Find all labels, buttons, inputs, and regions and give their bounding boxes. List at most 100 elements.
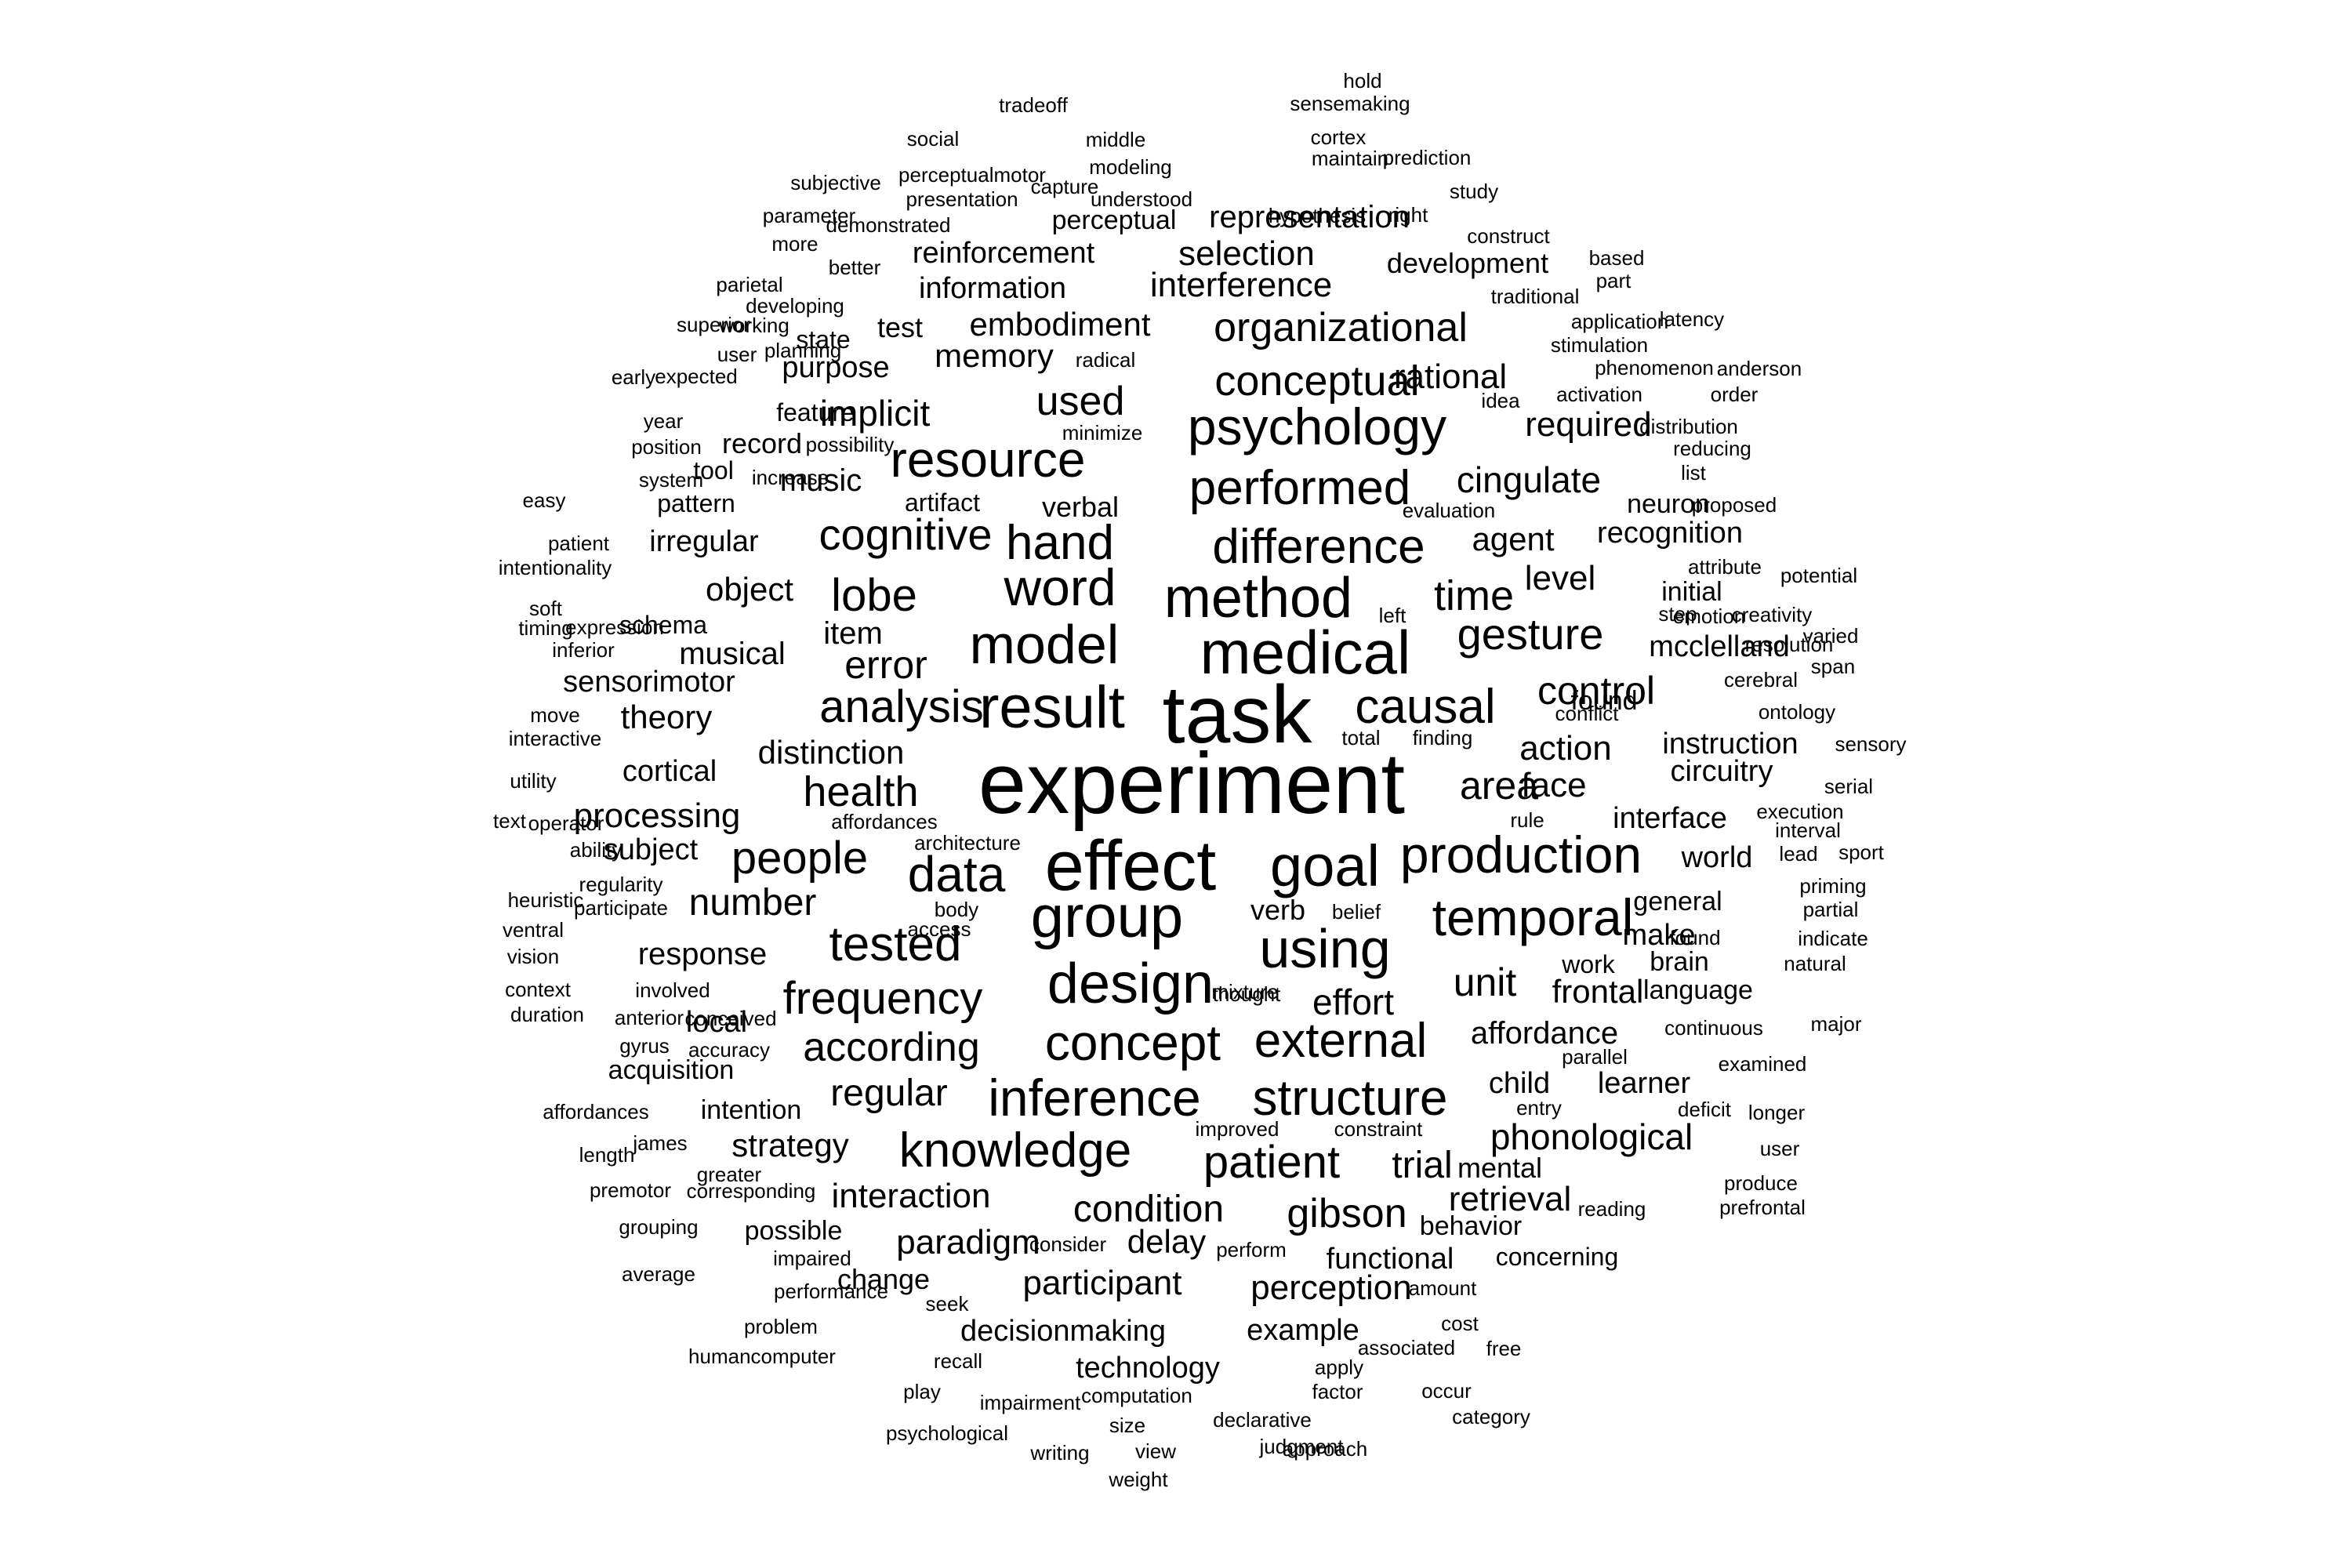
cloud-word: factor: [1312, 1380, 1363, 1403]
cloud-word: declarative: [1213, 1408, 1312, 1432]
cloud-word: implicit: [819, 393, 931, 434]
cloud-word: application: [1570, 310, 1669, 333]
cloud-word: psychology: [1187, 397, 1447, 456]
cloud-word: greater: [696, 1163, 762, 1186]
cloud-word: conceptual: [1214, 358, 1420, 405]
cloud-word: natural: [1784, 952, 1846, 975]
cloud-word: ability: [569, 838, 622, 862]
cloud-word: record: [721, 427, 803, 459]
cloud-word: anterior: [614, 1006, 684, 1029]
cloud-word: knowledge: [898, 1123, 1132, 1178]
cloud-word: distinction: [757, 734, 905, 771]
cloud-word: found: [1669, 926, 1721, 949]
cloud-word: early: [611, 365, 656, 389]
cloud-word: unit: [1453, 960, 1517, 1004]
cloud-word: regular: [830, 1073, 948, 1114]
cloud-word: task: [1162, 670, 1312, 760]
cloud-word: sensemaking: [1290, 92, 1410, 115]
cloud-word: deficit: [1678, 1098, 1731, 1121]
cloud-word: priming: [1799, 874, 1867, 898]
cloud-word: apply: [1314, 1356, 1364, 1379]
cloud-word: work: [1562, 950, 1615, 978]
cloud-word: serial: [1824, 775, 1874, 798]
cloud-word: cortex: [1310, 125, 1367, 149]
cloud-word: interval: [1775, 818, 1841, 842]
cloud-word: psychological: [885, 1421, 1009, 1445]
cloud-word: found: [1570, 686, 1638, 716]
cloud-word: writing: [1030, 1441, 1090, 1465]
cloud-word: working: [719, 314, 789, 337]
cloud-word: ventral: [502, 918, 564, 942]
cloud-word: action: [1519, 729, 1612, 768]
cloud-word: computation: [1081, 1384, 1192, 1407]
cloud-word: presentation: [906, 187, 1018, 211]
cloud-word: reinforcement: [912, 237, 1095, 270]
cloud-word: tested: [829, 917, 962, 971]
cloud-word: gesture: [1457, 609, 1604, 659]
cloud-word: radical: [1075, 348, 1136, 372]
cloud-word: approach: [1282, 1437, 1368, 1461]
cloud-word: recall: [933, 1349, 983, 1373]
cloud-word: effort: [1312, 982, 1394, 1022]
cloud-word: modeling: [1089, 155, 1172, 179]
cloud-word: varied: [1802, 624, 1859, 648]
cloud-word: number: [688, 882, 817, 924]
cloud-word: resolution: [1744, 633, 1834, 656]
cloud-word: longer: [1748, 1101, 1806, 1124]
cloud-word: distribution: [1639, 415, 1738, 438]
cloud-word: partial: [1802, 898, 1859, 921]
cloud-word: memory: [935, 337, 1054, 374]
cloud-word: interference: [1149, 266, 1333, 304]
cloud-word: conceived: [684, 1007, 777, 1030]
cloud-word: user: [717, 343, 757, 366]
cloud-word: interaction: [831, 1177, 991, 1215]
cloud-word: verbal: [1041, 491, 1120, 523]
cloud-word: latency: [1659, 307, 1725, 331]
cloud-word: judgment: [1259, 1435, 1344, 1458]
cloud-word: user: [1759, 1137, 1800, 1160]
cloud-word: performed: [1189, 461, 1411, 515]
cloud-word: involved: [635, 978, 710, 1002]
cloud-word: category: [1452, 1405, 1530, 1428]
cloud-word: system: [638, 468, 704, 492]
cloud-word: construct: [1467, 224, 1550, 248]
cloud-word: organizational: [1214, 305, 1468, 350]
cloud-word: context: [505, 978, 571, 1001]
cloud-word: causal: [1355, 680, 1496, 734]
cloud-word: humancomputer: [688, 1345, 836, 1368]
cloud-word: problem: [744, 1315, 818, 1338]
cloud-word: gyrus: [619, 1034, 670, 1058]
cloud-word: word: [1004, 558, 1116, 616]
cloud-word: feature: [776, 398, 855, 426]
cloud-word: affordances: [831, 810, 938, 833]
cloud-word: intention: [700, 1095, 802, 1125]
cloud-word: functional: [1326, 1243, 1454, 1276]
cloud-word: test: [877, 311, 924, 343]
cloud-word: model: [969, 614, 1120, 675]
cloud-word: time: [1433, 572, 1515, 619]
cloud-word: conflict: [1555, 702, 1619, 725]
cloud-word: span: [1810, 655, 1856, 678]
cloud-word: regularity: [579, 873, 663, 896]
cloud-word: child: [1488, 1067, 1551, 1100]
cloud-word: average: [622, 1262, 695, 1286]
cloud-word: length: [579, 1143, 635, 1167]
cloud-word: traditional: [1490, 285, 1580, 308]
cloud-word: selection: [1178, 234, 1315, 273]
cloud-word: item: [823, 616, 883, 651]
cloud-word: data: [907, 846, 1006, 902]
cloud-word: right: [1388, 203, 1428, 227]
cloud-word: face: [1521, 766, 1587, 804]
cloud-word: hypothesis: [1268, 204, 1367, 227]
cloud-word: pattern: [657, 489, 735, 517]
cloud-word: resource: [890, 431, 1086, 488]
cloud-word: goal: [1270, 833, 1380, 898]
cloud-word: according: [803, 1025, 980, 1070]
cloud-word: parameter: [762, 204, 856, 227]
cloud-word: decisionmaking: [960, 1315, 1166, 1348]
cloud-word: minimize: [1062, 421, 1143, 445]
cloud-word: affordance: [1470, 1016, 1619, 1051]
cloud-word: belief: [1331, 900, 1381, 924]
cloud-word: artifact: [904, 488, 981, 517]
cloud-word: production: [1399, 826, 1642, 884]
